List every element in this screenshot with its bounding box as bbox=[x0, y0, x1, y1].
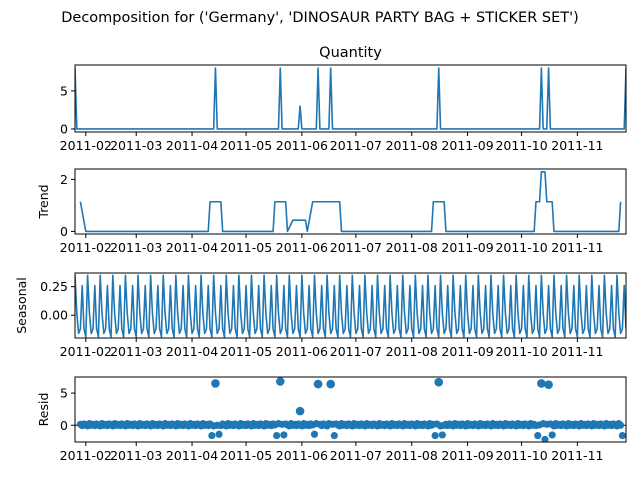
x-tick-label: 2011-05 bbox=[220, 240, 272, 255]
x-tick-label: 2011-07 bbox=[330, 344, 382, 359]
x-tick-label: 2011-08 bbox=[386, 240, 438, 255]
resid-outlier-point bbox=[434, 377, 444, 387]
plot-area bbox=[75, 274, 626, 338]
y-tick-label: 5 bbox=[60, 83, 68, 98]
y-axis-label: Trend bbox=[36, 184, 51, 219]
x-tick-label: 2011-09 bbox=[441, 138, 493, 153]
x-tick-label: 2011-07 bbox=[330, 448, 382, 463]
resid-point bbox=[310, 430, 319, 438]
trend-series-line bbox=[79, 171, 622, 233]
y-tick-label: 0.25 bbox=[40, 279, 68, 294]
x-tick-label: 2011-10 bbox=[495, 138, 547, 153]
quantity-series-line bbox=[75, 67, 626, 130]
resid-point bbox=[330, 431, 338, 440]
x-tick-label: 2011-09 bbox=[441, 448, 493, 463]
x-tick-label: 2011-04 bbox=[166, 448, 218, 463]
x-tick-label: 2011-04 bbox=[166, 240, 218, 255]
x-tick-label: 2011-03 bbox=[110, 240, 162, 255]
x-tick-label: 2011-03 bbox=[110, 138, 162, 153]
x-tick-label: 2011-11 bbox=[551, 344, 603, 359]
resid-point bbox=[431, 431, 439, 440]
y-tick-label: 0 bbox=[60, 224, 68, 239]
resid-outlier-point bbox=[275, 377, 285, 386]
y-tick-label: 2 bbox=[60, 172, 68, 187]
x-tick-label: 2011-05 bbox=[220, 344, 272, 359]
x-tick-label: 2011-11 bbox=[551, 138, 603, 153]
resid-point bbox=[541, 435, 549, 442]
x-tick-label: 2011-04 bbox=[166, 138, 218, 153]
plot-area bbox=[75, 377, 626, 442]
resid-outlier-point bbox=[295, 406, 305, 416]
x-tick-label: 2011-06 bbox=[276, 240, 328, 255]
x-tick-label: 2011-05 bbox=[220, 138, 272, 153]
x-tick-label: 2011-10 bbox=[495, 344, 547, 359]
resid-outlier-point bbox=[211, 379, 220, 388]
y-tick-label: 0.00 bbox=[40, 308, 68, 323]
x-tick-label: 2011-06 bbox=[276, 138, 328, 153]
x-tick-label: 2011-10 bbox=[495, 240, 547, 255]
x-tick-label: 2011-07 bbox=[330, 138, 382, 153]
y-tick-label: 0 bbox=[60, 418, 68, 433]
y-axis-label: Resid bbox=[36, 393, 51, 427]
seasonal-series-line bbox=[75, 274, 626, 338]
x-tick-label: 2011-06 bbox=[276, 344, 328, 359]
x-tick-label: 2011-02 bbox=[60, 344, 112, 359]
x-tick-label: 2011-07 bbox=[330, 240, 382, 255]
x-tick-label: 2011-09 bbox=[441, 344, 493, 359]
resid-point bbox=[208, 431, 216, 440]
x-tick-label: 2011-08 bbox=[386, 448, 438, 463]
x-tick-label: 2011-08 bbox=[386, 138, 438, 153]
resid-outlier-point bbox=[313, 379, 323, 389]
resid-outlier-point bbox=[326, 379, 335, 389]
plot-area bbox=[75, 67, 626, 130]
resid-point bbox=[273, 431, 281, 440]
panel-title: Quantity bbox=[319, 45, 382, 61]
x-tick-label: 2011-11 bbox=[551, 448, 603, 463]
x-tick-label: 2011-02 bbox=[60, 448, 112, 463]
x-tick-label: 2011-06 bbox=[276, 448, 328, 463]
x-tick-label: 2011-03 bbox=[110, 448, 162, 463]
resid-point bbox=[548, 431, 556, 439]
resid-point bbox=[215, 430, 223, 438]
x-tick-label: 2011-03 bbox=[110, 344, 162, 359]
axes-frame bbox=[74, 376, 627, 443]
resid-point bbox=[616, 421, 625, 429]
axes-frame bbox=[74, 64, 627, 133]
plot-area bbox=[79, 171, 622, 233]
x-tick-label: 2011-04 bbox=[166, 344, 218, 359]
axes-frame bbox=[74, 168, 627, 235]
x-tick-label: 2011-11 bbox=[551, 240, 603, 255]
y-tick-label: 5 bbox=[60, 386, 68, 401]
x-tick-label: 2011-10 bbox=[495, 448, 547, 463]
resid-outlier-point bbox=[544, 380, 553, 390]
x-tick-label: 2011-08 bbox=[386, 344, 438, 359]
x-tick-label: 2011-02 bbox=[60, 138, 112, 153]
figure-suptitle: Decomposition for ('Germany', 'DINOSAUR … bbox=[61, 10, 579, 26]
x-tick-label: 2011-02 bbox=[60, 240, 112, 255]
resid-point bbox=[438, 431, 446, 439]
resid-outlier-point bbox=[537, 379, 546, 388]
resid-point bbox=[280, 431, 288, 439]
axes-frame bbox=[74, 272, 627, 339]
x-tick-label: 2011-05 bbox=[220, 448, 272, 463]
x-tick-label: 2011-09 bbox=[441, 240, 493, 255]
y-axis-label: Seasonal bbox=[14, 277, 29, 334]
y-tick-label: 0 bbox=[60, 121, 68, 136]
resid-point bbox=[534, 431, 542, 440]
resid-point bbox=[618, 431, 626, 440]
